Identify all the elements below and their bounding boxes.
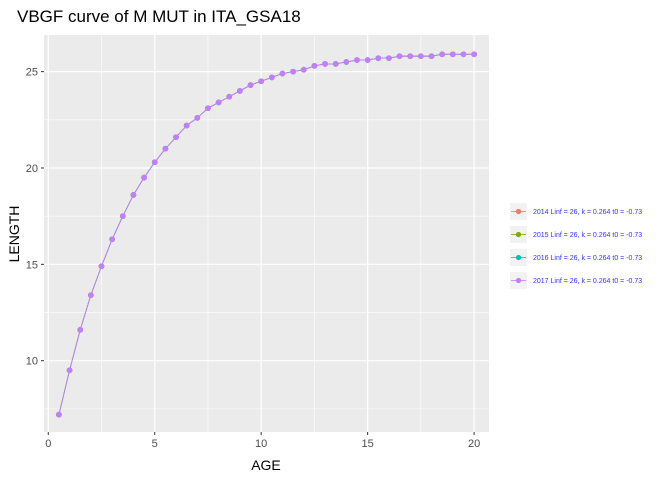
legend-key-point <box>515 277 522 284</box>
data-point <box>396 53 403 59</box>
x-tick-label: 15 <box>362 438 374 450</box>
y-tick-label: 25 <box>26 67 38 79</box>
y-axis: 10 15 20 25 <box>26 67 44 368</box>
data-point <box>300 66 307 73</box>
legend-label: 2014 Linf = 26, k = 0.264 t0 = -0.73 <box>533 209 642 216</box>
data-point <box>322 61 328 67</box>
plot-panel <box>44 35 489 432</box>
data-point <box>439 51 445 58</box>
data-point <box>290 68 296 75</box>
data-point <box>279 70 286 77</box>
x-axis: 0 5 10 15 20 <box>45 432 480 450</box>
data-point <box>205 105 211 112</box>
legend-key-point <box>515 208 522 215</box>
x-tick-label: 20 <box>468 438 480 450</box>
data-point <box>119 213 126 219</box>
legend-key-point <box>515 254 522 261</box>
data-point <box>450 51 456 58</box>
data-point <box>386 55 392 61</box>
y-tick-label: 20 <box>26 163 38 175</box>
data-point <box>56 411 62 418</box>
data-point <box>77 327 83 333</box>
legend: 2014 Linf = 26, k = 0.264 t0 = -0.73 2015… <box>510 200 660 292</box>
data-point <box>194 115 201 121</box>
x-axis-title: AGE <box>251 457 281 473</box>
y-tick-label: 10 <box>26 356 38 368</box>
x-tick-label: 5 <box>152 438 158 450</box>
data-point <box>460 51 467 58</box>
data-point <box>332 61 339 67</box>
data-point <box>364 57 371 63</box>
legend-label: 2016 Linf = 26, k = 0.264 t0 = -0.73 <box>533 255 642 262</box>
legend-label: 2015 Linf = 26, k = 0.264 t0 = -0.73 <box>533 232 642 239</box>
chart-title: VBGF curve of M MUT in ITA_GSA18 <box>17 7 301 26</box>
data-point <box>354 57 360 63</box>
legend-background <box>510 200 660 292</box>
data-point <box>471 51 477 58</box>
legend-label: 2017 Linf = 26, k = 0.264 t0 = -0.73 <box>533 278 642 285</box>
data-point <box>247 82 254 88</box>
series-line <box>58 53 475 415</box>
data-point <box>343 59 350 65</box>
data-point <box>66 367 73 374</box>
data-point <box>428 53 435 59</box>
data-point <box>311 63 318 69</box>
x-tick-label: 10 <box>255 438 267 450</box>
data-point <box>183 122 190 129</box>
minor-gridlines <box>44 35 489 432</box>
data-point <box>215 99 222 106</box>
data-point <box>237 88 243 94</box>
data-point <box>418 53 424 59</box>
x-tick-label: 0 <box>45 438 51 450</box>
data-point <box>88 292 94 298</box>
data-point <box>109 236 115 243</box>
data-point <box>98 263 105 270</box>
legend-key-point <box>515 231 522 238</box>
y-tick-label: 15 <box>26 259 38 271</box>
data-point <box>226 93 233 100</box>
data-point <box>162 145 169 152</box>
data-point <box>375 55 382 61</box>
data-point <box>407 53 414 59</box>
series-3 <box>56 51 477 418</box>
major-gridlines <box>44 35 489 432</box>
data-point <box>151 159 158 165</box>
data-point <box>141 174 147 181</box>
data-point <box>269 74 275 81</box>
data-point <box>130 192 137 198</box>
data-point <box>258 78 264 85</box>
y-axis-title: LENGTH <box>6 206 22 263</box>
data-point <box>173 134 179 140</box>
series-layer <box>56 51 477 418</box>
